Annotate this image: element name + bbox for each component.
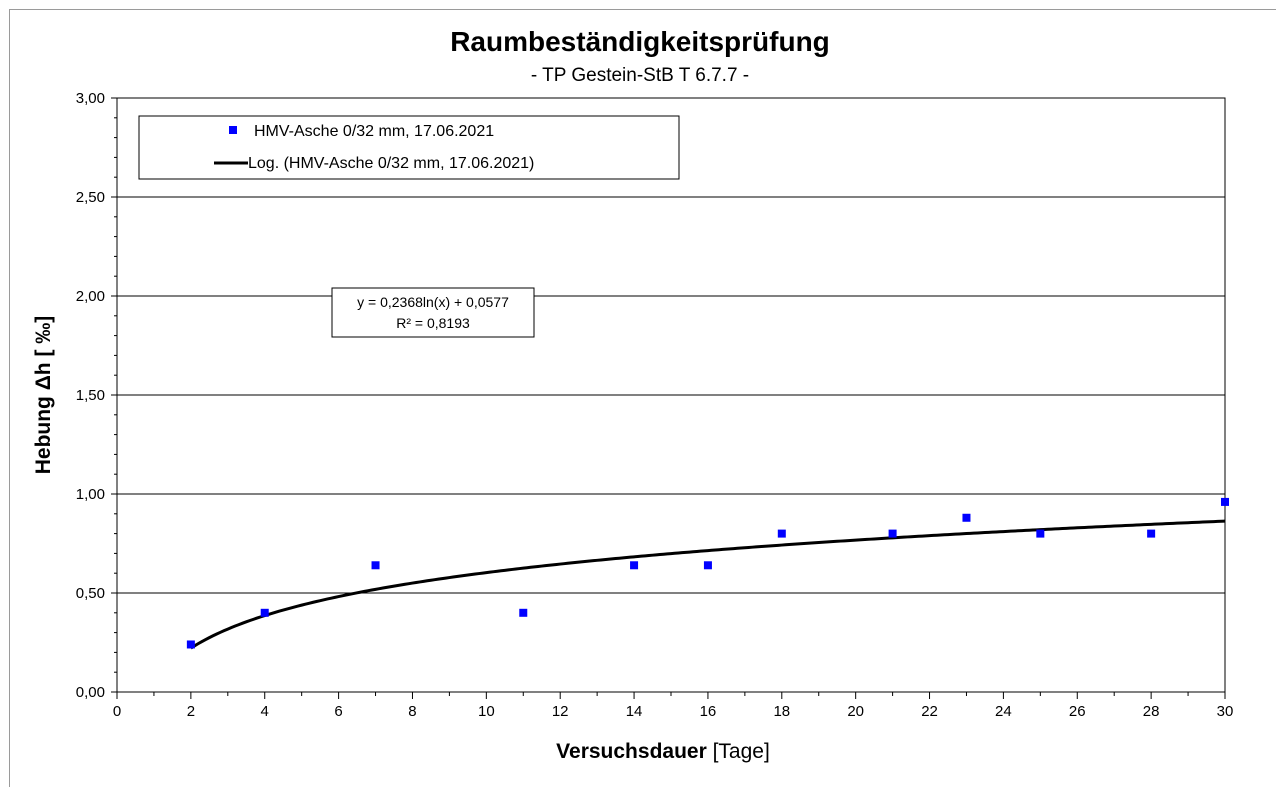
x-axis-label: Versuchsdauer [Tage] (556, 740, 770, 763)
x-axis-label-unit: [Tage] (707, 740, 770, 763)
x-tick-label: 12 (552, 703, 569, 720)
legend-marker-points (229, 126, 237, 134)
legend: HMV-Asche 0/32 mm, 17.06.2021 Log. (HMV-… (138, 115, 680, 180)
x-tick-label: 6 (334, 703, 342, 720)
trendline (190, 519, 1226, 650)
x-tick-label: 16 (700, 703, 717, 720)
x-tick-label: 24 (995, 703, 1012, 720)
y-tick-labels: 0,00 0,50 1,00 1,50 2,00 2,50 3,00 (76, 90, 105, 701)
chart-subtitle: - TP Gestein-StB T 6.7.7 - (531, 65, 749, 86)
data-point (1147, 529, 1156, 538)
x-tick-label: 20 (847, 703, 864, 720)
x-tick-label: 18 (773, 703, 790, 720)
equation-box (331, 287, 535, 338)
legend-label-points: HMV-Asche 0/32 mm, 17.06.2021 (254, 123, 494, 140)
data-point (888, 529, 897, 538)
data-point (630, 561, 639, 570)
x-tick-label: 30 (1217, 703, 1234, 720)
y-tick-label: 3,00 (76, 90, 105, 107)
data-point (1036, 529, 1045, 538)
x-tick-label: 8 (408, 703, 416, 720)
y-tick-label: 2,00 (76, 288, 105, 305)
y-tick-label: 0,50 (76, 585, 105, 602)
r-squared-text: R² = 0,8193 (396, 315, 470, 331)
trendline-equation: y = 0,2368ln(x) + 0,0577 R² = 0,8193 (331, 287, 535, 338)
data-point (1221, 497, 1229, 506)
chart-title: Raumbeständigkeitsprüfung (450, 26, 830, 57)
data-point (777, 529, 786, 538)
y-tick-label: 0,00 (76, 684, 105, 701)
y-tick-label: 1,00 (76, 486, 105, 503)
x-tick-label: 22 (921, 703, 938, 720)
chart-frame (9, 9, 1276, 787)
x-tick-label: 2 (187, 703, 195, 720)
data-point (260, 608, 269, 617)
x-tick-label: 26 (1069, 703, 1086, 720)
data-point (703, 561, 712, 570)
legend-label-trendline: Log. (HMV-Asche 0/32 mm, 17.06.2021) (248, 155, 534, 172)
data-point (519, 608, 528, 617)
equation-text: y = 0,2368ln(x) + 0,0577 (357, 294, 509, 310)
x-tick-labels: 0 2 4 6 8 10 12 14 16 18 20 22 24 26 28 30 (113, 703, 1234, 720)
axes (111, 97, 1226, 699)
x-tick-label: 14 (626, 703, 643, 720)
x-tick-label: 28 (1143, 703, 1160, 720)
y-tick-label: 2,50 (76, 189, 105, 206)
data-point (962, 513, 971, 522)
data-point (186, 640, 195, 649)
data-point (371, 561, 380, 570)
y-axis-label: Hebung Δh [ ‰] (32, 316, 55, 475)
data-points (186, 497, 1229, 649)
x-axis-label-main: Versuchsdauer (556, 740, 707, 763)
x-tick-label: 0 (113, 703, 121, 720)
x-tick-label: 4 (261, 703, 269, 720)
x-tick-label: 10 (478, 703, 495, 720)
y-tick-label: 1,50 (76, 387, 105, 404)
